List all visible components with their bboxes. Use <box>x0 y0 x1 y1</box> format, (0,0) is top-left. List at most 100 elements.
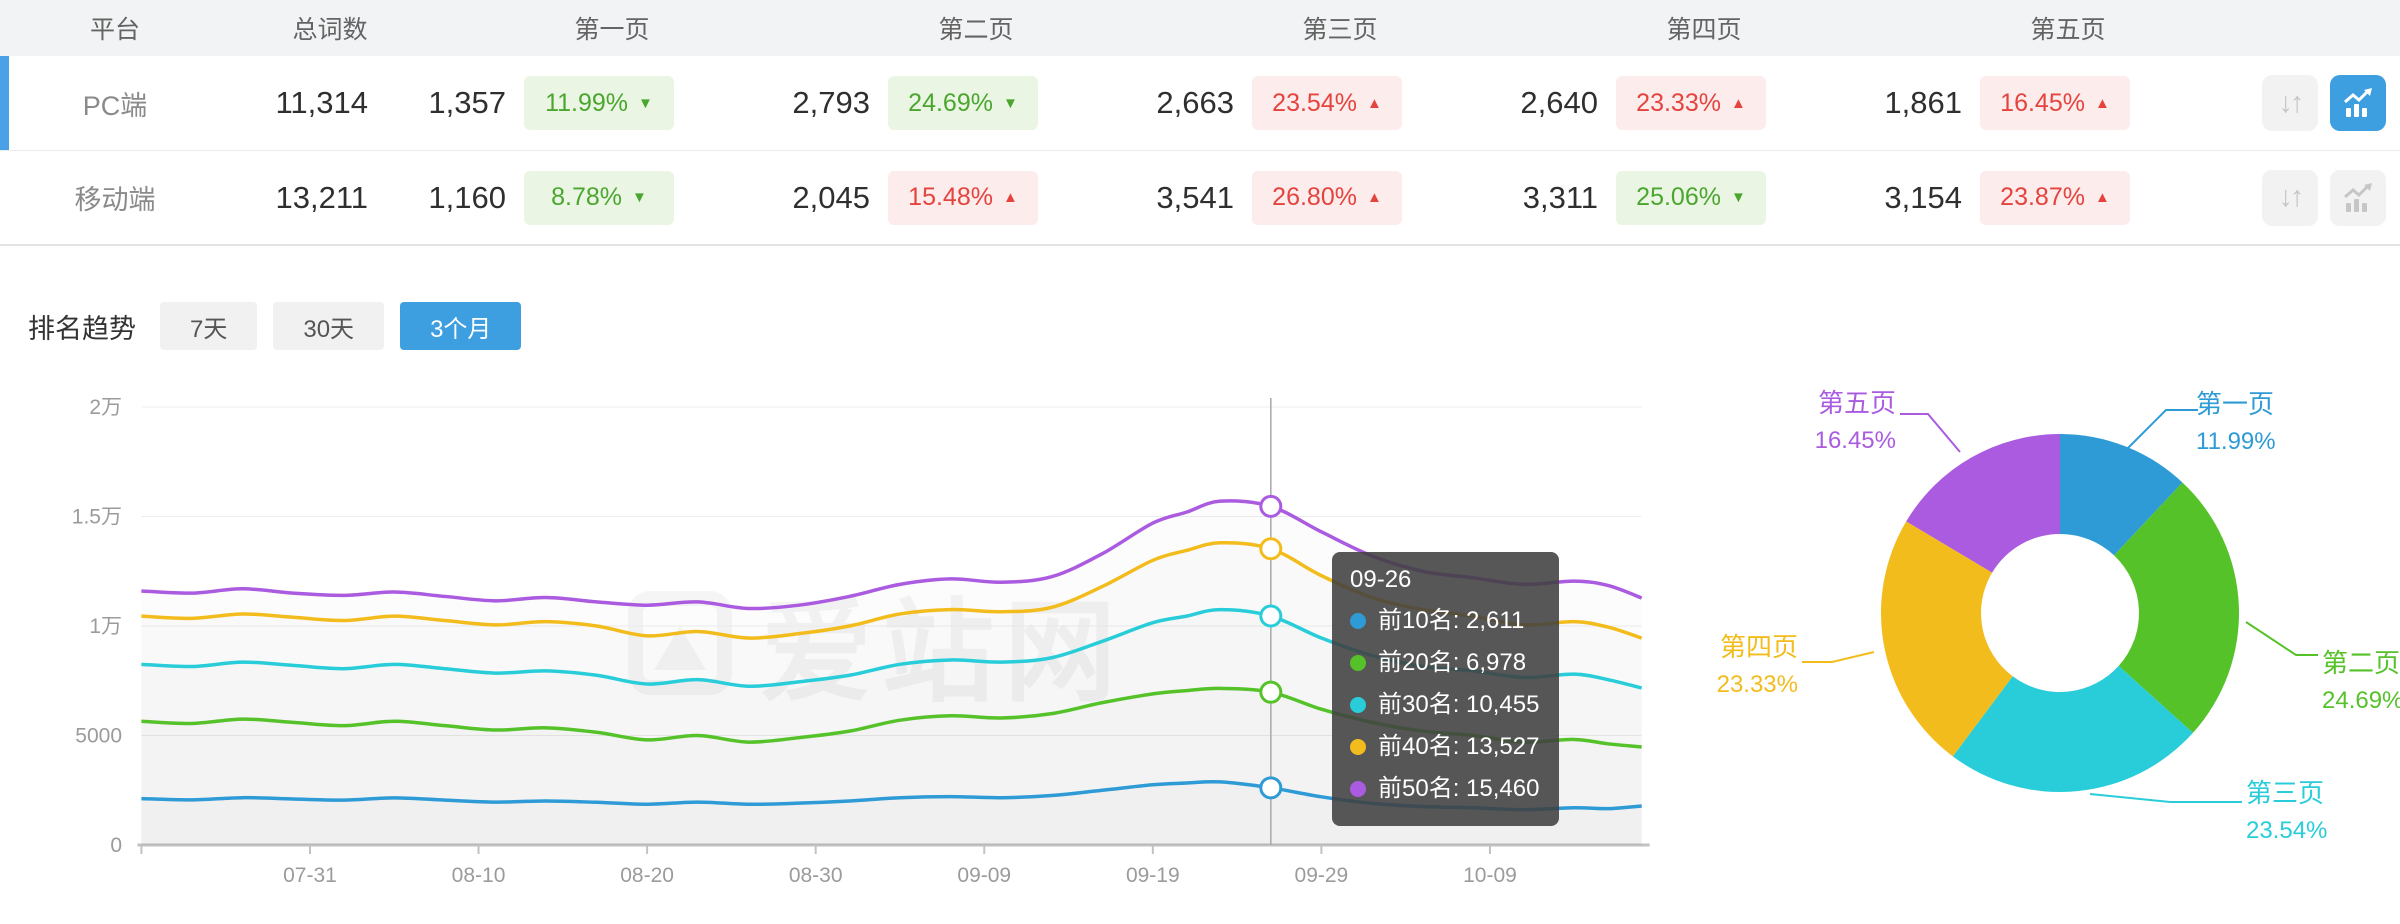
donut-label-percent: 23.54% <box>2246 817 2328 844</box>
change-arrow-icon: ▲ <box>2094 94 2110 112</box>
donut-slice-4[interactable] <box>1906 434 2060 573</box>
change-badge: 16.45% ▲ <box>1980 76 2130 130</box>
page4-cell: 2,640 23.33% ▲ <box>1520 76 1886 130</box>
change-badge: 23.33% ▲ <box>1616 76 1766 130</box>
donut-label-percent: 24.69% <box>2322 687 2400 714</box>
svg-text:1万: 1万 <box>89 615 122 638</box>
change-arrow-icon: ▲ <box>1366 189 1382 206</box>
header-cell-page1: 第一页 <box>574 16 650 44</box>
tooltip-item: 前10名: 2,611 <box>1350 600 1539 642</box>
page5-cell: 1,861 16.45% ▲ <box>1884 76 2250 130</box>
platform-label: PC端 <box>82 90 148 121</box>
donut-label-title: 第三页 <box>2246 778 2325 808</box>
table-row-pc[interactable]: PC端 11,314 1,357 11.99% ▼ 2,793 24.69% ▼ 2… <box>0 56 2400 151</box>
header-cell-page5: 第五页 <box>2030 16 2106 44</box>
page1-cell: 1,357 11.99% ▼ <box>428 76 794 130</box>
donut-label: 第一页 11.99% <box>2196 385 2366 461</box>
donut-label-percent: 16.45% <box>1814 427 1896 454</box>
svg-text:5000: 5000 <box>75 725 122 748</box>
page5-cell: 3,154 23.87% ▲ <box>1884 170 2250 225</box>
tooltip-date-title: 09-26 <box>1350 566 1412 593</box>
change-badge: 24.69% ▼ <box>888 76 1038 130</box>
section-title: 排名趋势 <box>28 313 136 344</box>
donut-label-percent: 23.33% <box>1716 671 1798 698</box>
sort-arrows-icon: ↓↑ <box>2278 86 2305 119</box>
svg-text:2万: 2万 <box>89 396 122 419</box>
change-arrow-icon: ▼ <box>1002 94 1018 112</box>
svg-text:1.5万: 1.5万 <box>72 506 122 529</box>
svg-text:0: 0 <box>110 834 122 857</box>
donut-slice-3[interactable] <box>1880 521 2013 757</box>
sort-button[interactable]: ↓↑ <box>2262 169 2318 226</box>
svg-text:09-19: 09-19 <box>1126 864 1180 887</box>
series-dot-icon <box>1350 613 1366 629</box>
tooltip-item: 前20名: 6,978 <box>1350 642 1539 684</box>
table-row-mobile[interactable]: 移动端 13,211 1,160 8.78% ▼ 2,045 15.48% ▲ 3,… <box>0 151 2400 246</box>
donut-label-title: 第四页 <box>1719 632 1798 662</box>
page3-cell: 2,663 23.54% ▲ <box>1156 76 1522 130</box>
tooltip-item: 前40名: 13,527 <box>1350 726 1539 768</box>
header-cell-platform: 平台 <box>89 16 140 44</box>
table-header-row: 平台 总词数 第一页 第二页 第三页 第四页 第五页 <box>0 0 2400 56</box>
trend-chart-icon <box>2344 88 2372 117</box>
change-badge: 26.80% ▲ <box>1252 170 1402 225</box>
tab-30-days[interactable]: 30天 <box>273 302 385 350</box>
trend-section: 爱站网 07-3108-1008-2008-3009-0909-1909-291… <box>0 246 2400 924</box>
change-arrow-icon: ▲ <box>2094 189 2110 206</box>
change-arrow-icon: ▲ <box>1002 189 1018 206</box>
svg-text:09-29: 09-29 <box>1295 864 1349 887</box>
trend-and-donut-canvas: 07-31 08-10 08-20 08-30 09-09 09-19 09-29 10-09… <box>72 396 2318 887</box>
series-dot-icon <box>1350 781 1366 797</box>
tooltip-item: 前50名: 15,460 <box>1350 768 1539 810</box>
donut-label: 第五页 16.45% <box>1740 384 1896 460</box>
donut-slice-0[interactable] <box>2060 434 2183 556</box>
series-dot-icon <box>1350 697 1366 713</box>
trend-chart-icon <box>2344 182 2372 212</box>
donut-slice-2[interactable] <box>1952 665 2193 792</box>
change-arrow-icon: ▼ <box>638 94 653 112</box>
donut-label-title: 第二页 <box>2322 648 2400 678</box>
selected-row-indicator <box>0 56 9 150</box>
trend-chart-button[interactable] <box>2330 75 2386 131</box>
svg-text:08-30: 08-30 <box>789 864 843 887</box>
donut-label-title: 第五页 <box>1817 388 1896 418</box>
header-cell-page4: 第四页 <box>1666 16 1742 44</box>
chart-axis-labels: 07-31 08-10 08-20 08-30 09-09 09-19 09-29 10-09… <box>72 396 1517 887</box>
sort-arrows-icon: ↓↑ <box>2278 181 2305 213</box>
donut-label: 第二页 24.69% <box>2322 644 2400 720</box>
highlight-markers <box>1259 494 1283 800</box>
page1-cell: 1,160 8.78% ▼ <box>428 170 794 225</box>
change-arrow-icon: ▼ <box>632 189 647 206</box>
change-arrow-icon: ▲ <box>1366 94 1382 112</box>
row-actions: ↓↑ <box>2250 75 2400 131</box>
svg-text:07-31: 07-31 <box>283 864 337 887</box>
ranking-table: 平台 总词数 第一页 第二页 第三页 第四页 第五页 PC端 11,314 1,… <box>0 0 2400 246</box>
tooltip-item: 前30名: 10,455 <box>1350 684 1539 726</box>
page4-cell: 3,311 25.06% ▼ <box>1522 170 1886 225</box>
change-arrow-icon: ▲ <box>1730 94 1746 112</box>
header-cell-page3: 第三页 <box>1302 16 1378 44</box>
page-count: 2,663 <box>1156 85 1234 120</box>
page-count: 1,861 <box>1884 85 1962 120</box>
trend-chart-button[interactable] <box>2330 169 2386 226</box>
change-arrow-icon: ▼ <box>1730 189 1746 206</box>
chart-tooltip: 09-26 前10名: 2,611 前20名: 6,978 前30名: 10,4… <box>1332 552 1560 826</box>
svg-text:08-20: 08-20 <box>620 864 674 887</box>
change-badge: 11.99% ▼ <box>524 76 674 130</box>
donut-label-title: 第一页 <box>2196 389 2275 419</box>
header-cell-total-words: 总词数 <box>292 16 368 44</box>
sort-button[interactable]: ↓↑ <box>2262 75 2318 131</box>
trend-section-header: 排名趋势 7天 30天 3个月 <box>28 302 537 350</box>
svg-text:09-09: 09-09 <box>957 864 1011 887</box>
donut-slice-1[interactable] <box>2114 482 2239 733</box>
donut-label: 第三页 23.54% <box>2246 774 2400 850</box>
change-badge: 23.54% ▲ <box>1252 76 1402 130</box>
page2-cell: 2,045 15.48% ▲ <box>792 170 1158 225</box>
row-actions: ↓↑ <box>2250 169 2400 226</box>
change-badge: 15.48% ▲ <box>888 170 1038 225</box>
total-words-value: 11,314 <box>275 85 368 120</box>
tab-7-days[interactable]: 7天 <box>160 302 258 350</box>
change-badge: 25.06% ▼ <box>1616 170 1766 225</box>
tab-3-months[interactable]: 3个月 <box>400 302 522 350</box>
